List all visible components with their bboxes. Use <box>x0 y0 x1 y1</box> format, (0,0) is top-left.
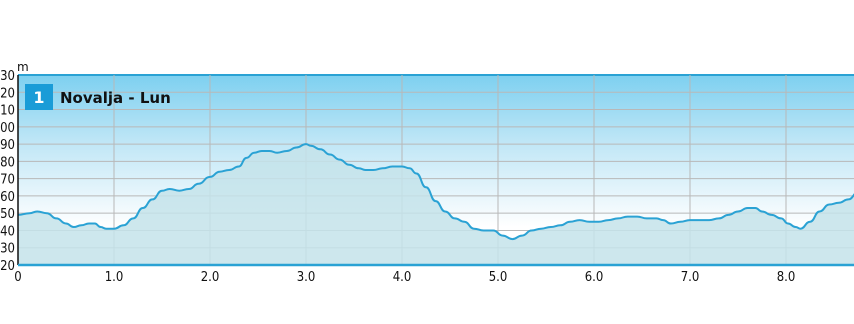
elevation-area <box>18 144 854 265</box>
x-tick-label: 8.0 <box>777 270 796 285</box>
y-tick-label: 70 <box>0 173 15 188</box>
y-tick-label: 80 <box>0 155 15 170</box>
x-tick-label: 0 <box>14 270 21 285</box>
elevation-line <box>18 143 854 241</box>
x-tick-label: 2.0 <box>201 270 220 285</box>
y-tick-label: 90 <box>0 138 15 153</box>
route-title: Novalja - Lun <box>60 89 171 107</box>
x-tick-label: 7.0 <box>681 270 700 285</box>
route-number: 1 <box>33 88 44 107</box>
y-tick-label: 30 <box>0 69 15 84</box>
x-tick-label: 3.0 <box>297 270 316 285</box>
y-tick-label: 60 <box>0 190 15 205</box>
y-tick-labels: 30 20 10 00 90 80 70 60 50 40 30 20 <box>0 69 15 274</box>
y-tick-label: 20 <box>0 259 15 274</box>
x-tick-label: 4.0 <box>393 270 412 285</box>
y-tick-label: 40 <box>0 224 15 239</box>
y-tick-label: 00 <box>0 121 15 136</box>
x-tick-label: 5.0 <box>489 270 508 285</box>
y-tick-label: 30 <box>0 242 15 257</box>
y-tick-label: 10 <box>0 104 15 119</box>
route-title-badge: 1 Novalja - Lun <box>25 84 171 110</box>
y-axis-unit-label: m <box>17 60 29 74</box>
y-tick-label: 20 <box>0 86 15 101</box>
x-tick-label: 1.0 <box>105 270 124 285</box>
route-number-badge <box>25 84 53 110</box>
x-tick-label: 6.0 <box>585 270 604 285</box>
x-tick-labels: 0 1.0 2.0 3.0 4.0 5.0 6.0 7.0 8.0 <box>14 270 795 285</box>
y-tick-label: 50 <box>0 207 15 222</box>
